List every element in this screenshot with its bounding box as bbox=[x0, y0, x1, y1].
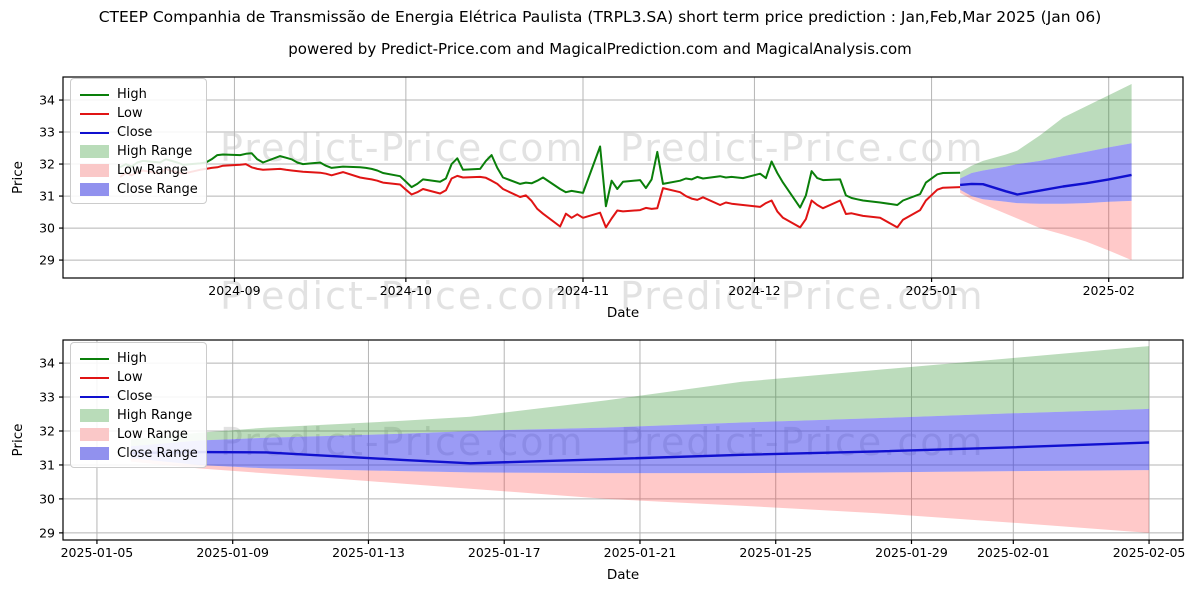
legend-label: Low Range bbox=[117, 163, 188, 178]
legend-item-close-range: Close Range bbox=[71, 444, 206, 463]
legend-swatch bbox=[80, 447, 109, 460]
legend-swatch bbox=[80, 145, 109, 158]
close-forecast-line bbox=[959, 173, 1132, 196]
legend-label: High Range bbox=[117, 408, 193, 423]
legend-label: High bbox=[117, 351, 147, 366]
x-tick-label: 2025-01-05 bbox=[61, 545, 134, 560]
high-line bbox=[119, 145, 961, 209]
x-tick-label: 2025-01-09 bbox=[196, 545, 269, 560]
figure-subtitle: powered by Predict-Price.com and Magical… bbox=[288, 40, 912, 58]
grid bbox=[63, 77, 1183, 278]
forecast-detail-chart: 2025-01-05 2025-01-09 2025-01-13 2025-01-17… bbox=[10, 339, 1185, 583]
y-tick-label: 32 bbox=[39, 424, 55, 439]
legend-swatch bbox=[80, 409, 109, 422]
low-range-band bbox=[960, 189, 1132, 261]
legend-item-low-range: Low Range bbox=[71, 425, 206, 444]
x-tick-label: 2025-02-05 bbox=[1113, 545, 1186, 560]
watermark-text: Predict-Price.com bbox=[620, 126, 985, 170]
x-tick-label: 2025-01 bbox=[905, 283, 957, 298]
x-tick-label: 2025-02-01 bbox=[977, 545, 1050, 560]
x-tick-label: 2024-10 bbox=[380, 283, 432, 298]
legend-swatch bbox=[80, 93, 109, 96]
x-tick-label: 2024-12 bbox=[728, 283, 780, 298]
legend-item-high-range: High Range bbox=[71, 142, 206, 161]
x-tick-label: 2024-11 bbox=[557, 283, 609, 298]
x-tick-label: 2025-01-13 bbox=[332, 545, 405, 560]
x-tick-label: 2025-01-25 bbox=[739, 545, 812, 560]
bottom-chart-legend: High Low Close High Range Low Range Close Ran… bbox=[70, 342, 207, 468]
legend-swatch bbox=[80, 428, 109, 441]
legend-label: Low bbox=[117, 106, 143, 121]
y-tick-label: 30 bbox=[39, 221, 55, 236]
legend-swatch bbox=[80, 112, 109, 115]
top-chart-legend: High Low Close High Range Low Range Close Ran… bbox=[70, 78, 207, 204]
legend-swatch bbox=[80, 357, 109, 360]
x-tick-label: 2025-01-17 bbox=[468, 545, 541, 560]
legend-swatch bbox=[80, 131, 109, 134]
plot-border bbox=[62, 76, 1184, 279]
y-tick-label: 34 bbox=[39, 93, 55, 108]
legend-label: High Range bbox=[117, 144, 193, 159]
x-axis-label: Date bbox=[607, 567, 639, 583]
legend-item-high: High bbox=[71, 349, 206, 368]
legend-label: Close bbox=[117, 125, 153, 140]
y-tick-label: 30 bbox=[39, 491, 55, 506]
axes-labels: 2025-01-05 2025-01-09 2025-01-13 2025-01-17… bbox=[10, 356, 1185, 583]
legend-item-close: Close bbox=[71, 387, 206, 406]
legend-item-close: Close bbox=[71, 123, 206, 142]
legend-item-high-range: High Range bbox=[71, 406, 206, 425]
legend-label: Close Range bbox=[117, 446, 198, 461]
y-tick-label: 33 bbox=[39, 125, 55, 140]
watermark-text: Predict-Price.com bbox=[220, 420, 585, 464]
low-range-band bbox=[130, 458, 1150, 533]
low-line bbox=[119, 163, 961, 229]
close-range-band bbox=[130, 408, 1150, 474]
legend-label: Close bbox=[117, 389, 153, 404]
x-axis-label: Date bbox=[607, 305, 639, 321]
legend-swatch bbox=[80, 164, 109, 177]
y-axis-label: Price bbox=[10, 161, 26, 194]
watermark-text: Predict-Price.com bbox=[220, 126, 585, 170]
y-axis-label: Price bbox=[10, 424, 26, 457]
figure-title: CTEEP Companhia de Transmissão de Energi… bbox=[98, 8, 1102, 26]
legend-item-high: High bbox=[71, 85, 206, 104]
watermark-text: Predict-Price.com bbox=[620, 274, 985, 318]
legend-item-low: Low bbox=[71, 104, 206, 123]
x-tick-label: 2025-02 bbox=[1083, 283, 1135, 298]
close-range-band bbox=[960, 143, 1132, 204]
legend-label: High bbox=[117, 87, 147, 102]
legend-item-low: Low bbox=[71, 368, 206, 387]
watermark-text: Predict-Price.com bbox=[220, 274, 585, 318]
top-price-chart: 2024-09 2024-10 2024-11 2024-12 2025-01 2025-… bbox=[10, 76, 1184, 321]
legend-label: Close Range bbox=[117, 182, 198, 197]
legend-item-low-range: Low Range bbox=[71, 161, 206, 180]
y-tick-label: 31 bbox=[39, 189, 55, 204]
y-tick-label: 33 bbox=[39, 390, 55, 405]
x-tick-label: 2025-01-21 bbox=[604, 545, 677, 560]
y-tick-label: 29 bbox=[39, 253, 55, 268]
y-tick-label: 31 bbox=[39, 457, 55, 472]
legend-item-close-range: Close Range bbox=[71, 180, 206, 199]
axes-labels: 2024-09 2024-10 2024-11 2024-12 2025-01 2025-… bbox=[10, 93, 1135, 321]
high-range-band bbox=[960, 84, 1132, 179]
legend-swatch bbox=[80, 376, 109, 379]
legend-label: Low bbox=[117, 370, 143, 385]
high-range-band bbox=[130, 346, 1150, 447]
x-tick-label: 2024-09 bbox=[208, 283, 260, 298]
y-tick-label: 32 bbox=[39, 157, 55, 172]
y-tick-label: 29 bbox=[39, 525, 55, 540]
legend-swatch bbox=[80, 395, 109, 398]
y-tick-label: 34 bbox=[39, 356, 55, 371]
legend-swatch bbox=[80, 183, 109, 196]
x-tick-label: 2025-01-29 bbox=[875, 545, 948, 560]
close-forecast-line bbox=[130, 441, 1150, 465]
legend-label: Low Range bbox=[117, 427, 188, 442]
plot-border bbox=[62, 339, 1184, 541]
